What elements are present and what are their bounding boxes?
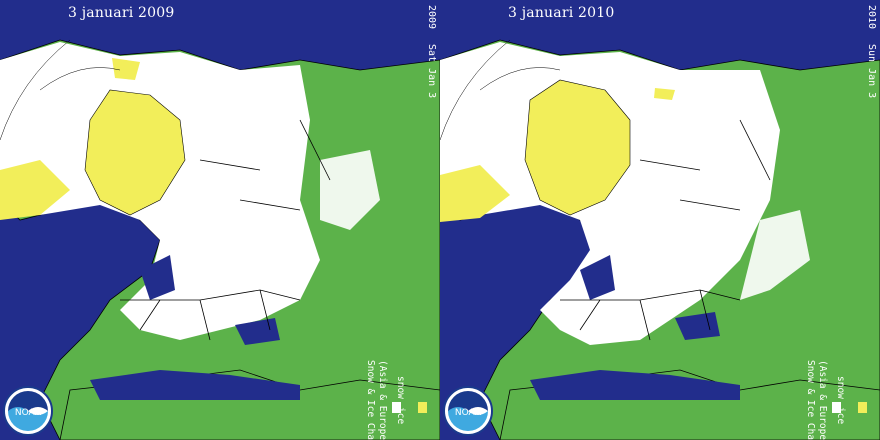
borders (560, 119, 771, 341)
snow-swatch (392, 402, 401, 413)
chart-label: Snow & Ice Chart (365, 360, 376, 440)
baltic-sea (580, 255, 615, 300)
graticule (0, 39, 121, 141)
date-vertical: Sat Jan 3 (426, 44, 437, 99)
sea-ice-top (112, 58, 140, 80)
ice-swatch (858, 402, 867, 413)
logo-text: NOAA (15, 408, 42, 418)
chart-sub: (Asia & Europe) (817, 360, 828, 440)
graticule (440, 39, 561, 141)
legend-ice: ice (835, 407, 846, 425)
greenland-ice (524, 79, 631, 216)
year-vertical: 2010 (866, 5, 877, 30)
borders (120, 119, 331, 341)
mediterranean (90, 370, 300, 400)
sea-ice-top (654, 88, 675, 100)
map-graphic-2009 (0, 39, 440, 440)
date-vertical: Sun Jan 3 (866, 44, 877, 99)
mediterranean (530, 370, 740, 400)
legend-snow: snow (395, 376, 406, 399)
chart-label: Snow & Ice Chart (805, 360, 816, 440)
black-sea (675, 312, 720, 340)
chart-sub: (Asia & Europe) (377, 360, 388, 440)
snow-map-2009: 3 januari 2009 2009 Sat Jan 3 Snow & Ice… (0, 5, 440, 440)
snow-swatch (832, 402, 841, 413)
legend-ice: ice (395, 407, 406, 425)
year-vertical: 2009 (426, 5, 437, 30)
legend-snow: snow (835, 376, 846, 399)
greenland-ice (84, 89, 186, 216)
ice-swatch (418, 402, 427, 413)
noaa-logo-icon: NOAA (3, 386, 53, 436)
noaa-logo-icon: NOAA (443, 386, 493, 436)
logo-text: NOAA (455, 408, 482, 418)
snow-map-2010: 3 januari 2010 2010 Sun Jan 3 Snow & Ice… (440, 0, 880, 440)
map-graphic-2010 (440, 0, 880, 440)
baltic-sea (140, 255, 175, 300)
sea-ice-west (440, 165, 510, 222)
panel-title: 3 januari 2009 (68, 5, 175, 21)
snow-patches (740, 210, 810, 300)
snow-patches (320, 150, 380, 230)
sea-ice-west (0, 160, 70, 220)
panel-title: 3 januari 2010 (508, 5, 615, 21)
